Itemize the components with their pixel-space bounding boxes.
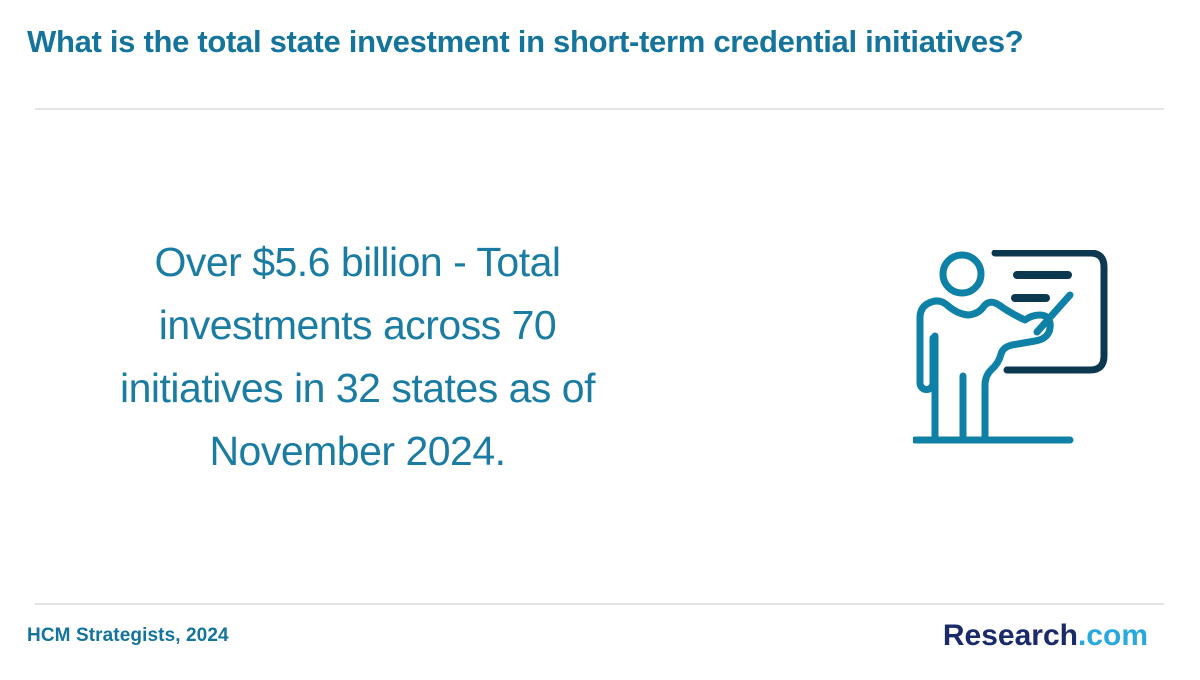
logo-text-primary: Research [942, 619, 1078, 652]
person-body [916, 297, 1054, 443]
person-head [939, 251, 985, 297]
footer-divider [35, 603, 1164, 605]
logo-text-suffix: .com [1077, 619, 1148, 652]
source-attribution: HCM Strategists, 2024 [27, 625, 229, 646]
answer-line-3: initiatives in 32 states as of [120, 365, 595, 411]
answer-line-1: Over $5.6 billion - Total [154, 239, 561, 285]
answer-text: Over $5.6 billion - Total investments ac… [35, 231, 680, 483]
pointer-stick [1033, 291, 1074, 336]
research-com-logo[interactable]: Research.com [943, 619, 1148, 653]
page-title: What is the total state investment in sh… [27, 24, 1024, 59]
answer-line-4: November 2024. [209, 428, 506, 474]
whiteboard-outline [991, 250, 1108, 374]
presenter-at-whiteboard-icon [913, 250, 1113, 450]
title-divider [35, 108, 1164, 110]
answer-line-2: investments across 70 [158, 302, 557, 348]
